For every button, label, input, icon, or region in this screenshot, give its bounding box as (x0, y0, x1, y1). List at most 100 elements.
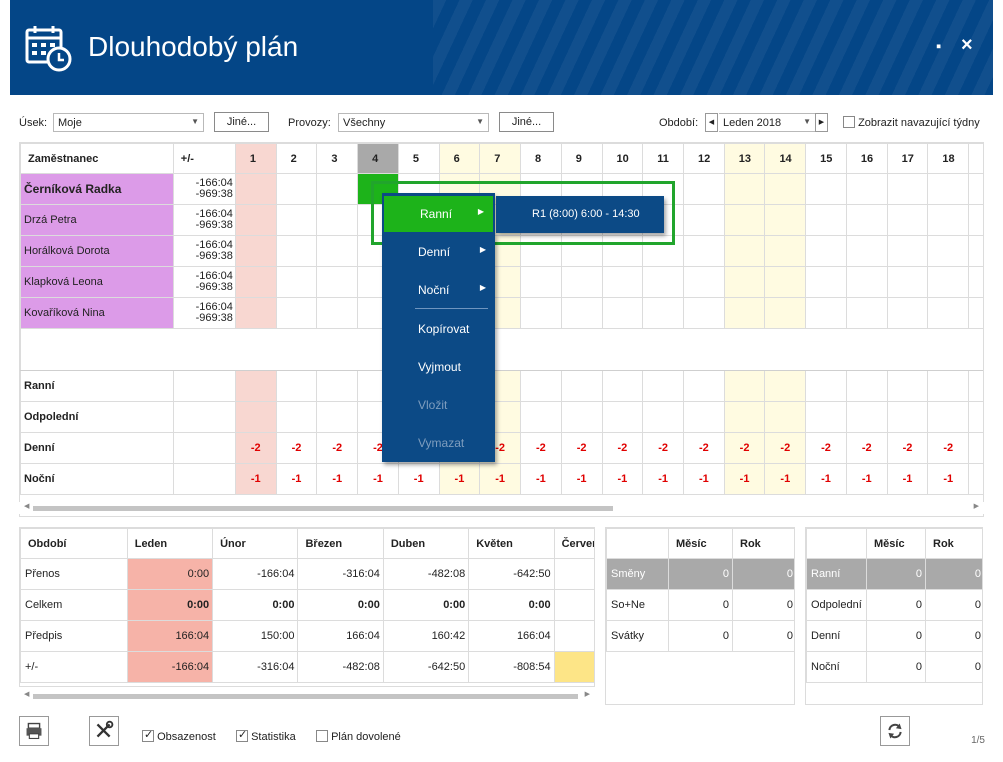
shift-cell[interactable] (927, 266, 970, 298)
day-header[interactable]: 12 (682, 143, 725, 174)
shift-cell[interactable] (642, 266, 684, 298)
checkbox-icon[interactable] (843, 116, 855, 128)
shift-cell[interactable] (234, 297, 277, 329)
shift-cell[interactable] (764, 204, 807, 236)
shift-cell[interactable] (723, 297, 766, 329)
checkbox-checked-icon[interactable] (236, 728, 248, 742)
day-header[interactable]: 19 (968, 143, 983, 174)
shift-cell[interactable] (642, 297, 684, 329)
scroll-right-icon[interactable]: ▶ (584, 691, 590, 698)
shift-cell[interactable] (275, 235, 318, 267)
submenu-shift-r1[interactable]: R1 (8:00) 6:00 - 14:30 (496, 196, 664, 233)
shift-cell[interactable] (845, 235, 888, 267)
menu-item-nocni[interactable]: Noční ▶ (382, 272, 495, 308)
shift-cell[interactable] (723, 266, 766, 298)
checkbox-checked-icon[interactable] (142, 728, 154, 742)
shift-cell[interactable] (316, 235, 359, 267)
refresh-button[interactable] (880, 716, 910, 746)
day-header[interactable]: 4 (357, 143, 399, 174)
employee-name[interactable]: Kovaříková Nina (20, 297, 174, 329)
shift-cell[interactable] (764, 266, 807, 298)
next-period-button[interactable]: ▶ (815, 113, 828, 132)
shift-cell[interactable] (845, 266, 888, 298)
day-header[interactable]: 7 (479, 143, 522, 174)
shift-cell[interactable] (560, 297, 603, 329)
shift-cell[interactable] (682, 266, 725, 298)
menu-item-ranni[interactable]: Ranní ▶ (384, 196, 493, 232)
shift-cell[interactable] (275, 266, 318, 298)
shift-cell[interactable] (805, 204, 847, 236)
day-header[interactable]: 11 (642, 143, 684, 174)
statistika-checkbox[interactable]: Statistika (236, 728, 296, 743)
shift-cell[interactable] (764, 235, 807, 267)
day-header[interactable]: 5 (397, 143, 440, 174)
shift-cell[interactable] (764, 173, 807, 205)
print-button[interactable] (19, 716, 49, 746)
col-balance-header[interactable]: +/- (172, 143, 236, 174)
shift-cell[interactable] (805, 266, 847, 298)
shift-cell[interactable] (805, 173, 847, 205)
shift-cell[interactable] (805, 235, 847, 267)
shift-cell[interactable] (845, 204, 888, 236)
day-header[interactable]: 8 (520, 143, 562, 174)
shift-cell[interactable] (601, 297, 644, 329)
shift-cell[interactable] (520, 297, 562, 329)
shift-cell[interactable] (642, 235, 684, 267)
shift-cell[interactable] (886, 173, 929, 205)
shift-cell[interactable] (968, 173, 983, 205)
shift-cell[interactable] (723, 204, 766, 236)
shift-cell[interactable] (927, 173, 970, 205)
scroll-left-icon[interactable]: ◀ (24, 691, 30, 698)
shift-cell[interactable] (234, 173, 277, 205)
shift-cell[interactable] (560, 266, 603, 298)
stats-horizontal-scrollbar[interactable]: ◀ ▶ (19, 690, 595, 702)
provozy-select[interactable]: Všechny ▼ (338, 113, 489, 132)
scroll-thumb[interactable] (33, 694, 578, 699)
shift-cell[interactable] (723, 235, 766, 267)
shift-cell[interactable] (316, 173, 359, 205)
shift-cell[interactable] (927, 204, 970, 236)
shift-cell[interactable] (682, 204, 725, 236)
scroll-thumb[interactable] (33, 506, 613, 511)
shift-cell[interactable] (316, 297, 359, 329)
shift-cell[interactable] (764, 297, 807, 329)
day-header[interactable]: 6 (438, 143, 481, 174)
shift-cell[interactable] (886, 297, 929, 329)
day-header[interactable]: 16 (845, 143, 888, 174)
shift-cell[interactable] (234, 204, 277, 236)
shift-cell[interactable] (234, 235, 277, 267)
obsazenost-checkbox[interactable]: Obsazenost (142, 728, 216, 743)
settings-button[interactable] (89, 716, 119, 746)
day-header[interactable]: 1 (234, 143, 277, 174)
shift-cell[interactable] (845, 297, 888, 329)
day-header[interactable]: 15 (805, 143, 847, 174)
usek-select[interactable]: Moje ▼ (53, 113, 204, 132)
shift-cell[interactable] (275, 173, 318, 205)
shift-cell[interactable] (520, 266, 562, 298)
prev-period-button[interactable]: ◀ (705, 113, 718, 132)
menu-item-vyjmout[interactable]: Vyjmout (418, 360, 461, 374)
scroll-right-icon[interactable]: ▶ (973, 503, 979, 510)
menu-item-kopirovat[interactable]: Kopírovat (418, 322, 470, 336)
shift-cell[interactable] (968, 266, 983, 298)
day-header[interactable]: 18 (927, 143, 970, 174)
day-header[interactable]: 14 (764, 143, 807, 174)
shift-cell[interactable] (723, 173, 766, 205)
maximize-button[interactable]: ▪ (936, 38, 942, 55)
day-header[interactable]: 10 (601, 143, 644, 174)
shift-cell[interactable] (275, 297, 318, 329)
scroll-left-icon[interactable]: ◀ (24, 503, 30, 510)
day-header[interactable]: 9 (560, 143, 603, 174)
plan-dovolene-checkbox[interactable]: Plán dovolené (316, 730, 401, 743)
shift-cell[interactable] (275, 204, 318, 236)
employee-name[interactable]: Horálková Dorota (20, 235, 174, 267)
show-weeks-checkbox[interactable]: Zobrazit navazující týdny (843, 116, 980, 129)
shift-cell[interactable] (682, 235, 725, 267)
day-header[interactable]: 13 (723, 143, 766, 174)
shift-cell[interactable] (968, 204, 983, 236)
shift-cell[interactable] (234, 266, 277, 298)
shift-cell[interactable] (927, 297, 970, 329)
shift-cell[interactable] (886, 204, 929, 236)
employee-name[interactable]: Klapková Leona (20, 266, 174, 298)
day-header[interactable]: 2 (275, 143, 318, 174)
